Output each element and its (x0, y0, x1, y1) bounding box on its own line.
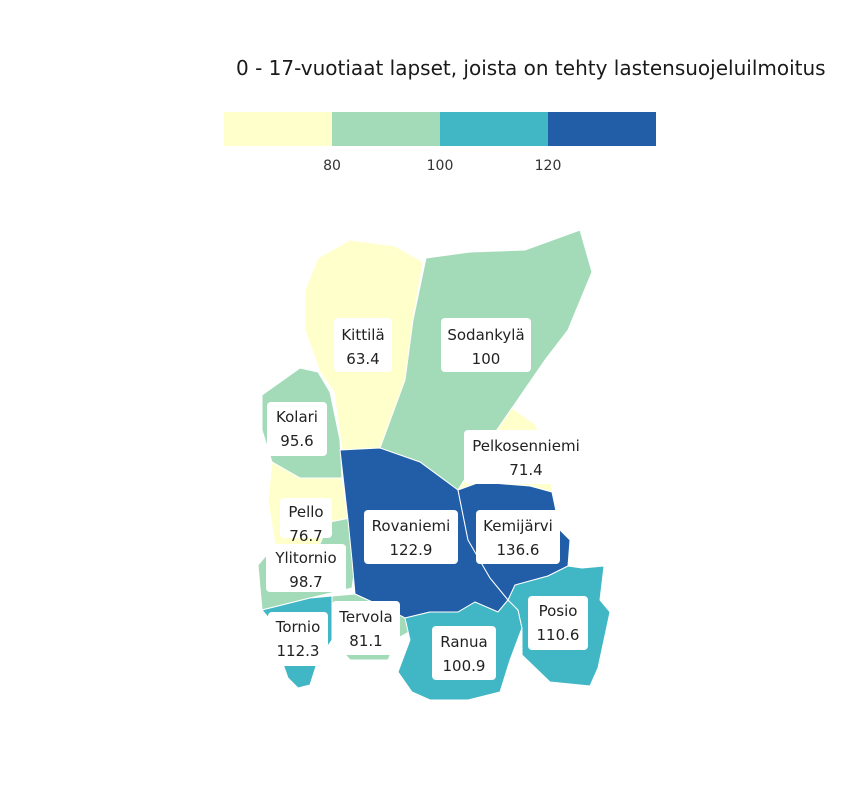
label-pello: Pello 76.7 (280, 498, 332, 545)
label-name: Pelkosenniemi (472, 437, 579, 455)
label-pelkosenniemi: Pelkosenniemi 71.4 (464, 430, 588, 484)
label-value: 112.3 (277, 642, 320, 660)
legend-tick-80: 80 (323, 158, 341, 174)
label-value: 76.7 (289, 527, 322, 545)
label-value: 110.6 (537, 626, 580, 644)
label-name: Ylitornio (274, 549, 336, 567)
legend-bin-2 (332, 112, 440, 146)
label-tervola: Tervola 81.1 (332, 601, 400, 655)
label-value: 122.9 (390, 541, 433, 559)
label-name: Kemijärvi (483, 517, 553, 535)
legend: 80 100 120 (224, 112, 656, 174)
label-sodankyla: Sodankylä 100 (441, 318, 531, 372)
label-name: Ranua (440, 633, 488, 651)
label-value: 95.6 (280, 432, 313, 450)
label-value: 81.1 (349, 632, 382, 650)
label-value: 63.4 (346, 350, 379, 368)
label-kolari: Kolari 95.6 (267, 402, 327, 456)
label-posio: Posio 110.6 (528, 596, 588, 650)
legend-tick-100: 100 (427, 158, 454, 174)
label-name: Sodankylä (447, 326, 524, 344)
legend-tick-120: 120 (535, 158, 562, 174)
label-name: Kittilä (341, 326, 384, 344)
map-title: 0 - 17-vuotiaat lapset, joista on tehty … (236, 56, 826, 80)
label-value: 136.6 (497, 541, 540, 559)
label-name: Rovaniemi (372, 517, 451, 535)
label-ranua: Ranua 100.9 (432, 626, 496, 680)
label-kittila: Kittilä 63.4 (334, 318, 392, 372)
legend-bin-3 (440, 112, 548, 146)
legend-bin-4 (548, 112, 656, 146)
label-value: 71.4 (509, 461, 542, 479)
label-rovaniemi: Rovaniemi 122.9 (364, 510, 458, 564)
label-value: 100 (472, 350, 501, 368)
label-ylitornio: Ylitornio 98.7 (266, 544, 346, 592)
label-name: Tornio (275, 618, 321, 636)
label-value: 98.7 (289, 573, 322, 591)
label-tornio: Tornio 112.3 (268, 612, 328, 666)
label-name: Tervola (338, 608, 392, 626)
label-name: Kolari (276, 408, 318, 426)
label-name: Pello (288, 503, 323, 521)
label-kemijarvi: Kemijärvi 136.6 (476, 510, 560, 564)
region-labels: Kittilä 63.4 Sodankylä 100 Kolari 95.6 P… (266, 318, 588, 680)
legend-bin-1 (224, 112, 332, 146)
label-name: Posio (539, 602, 578, 620)
label-value: 100.9 (443, 657, 486, 675)
